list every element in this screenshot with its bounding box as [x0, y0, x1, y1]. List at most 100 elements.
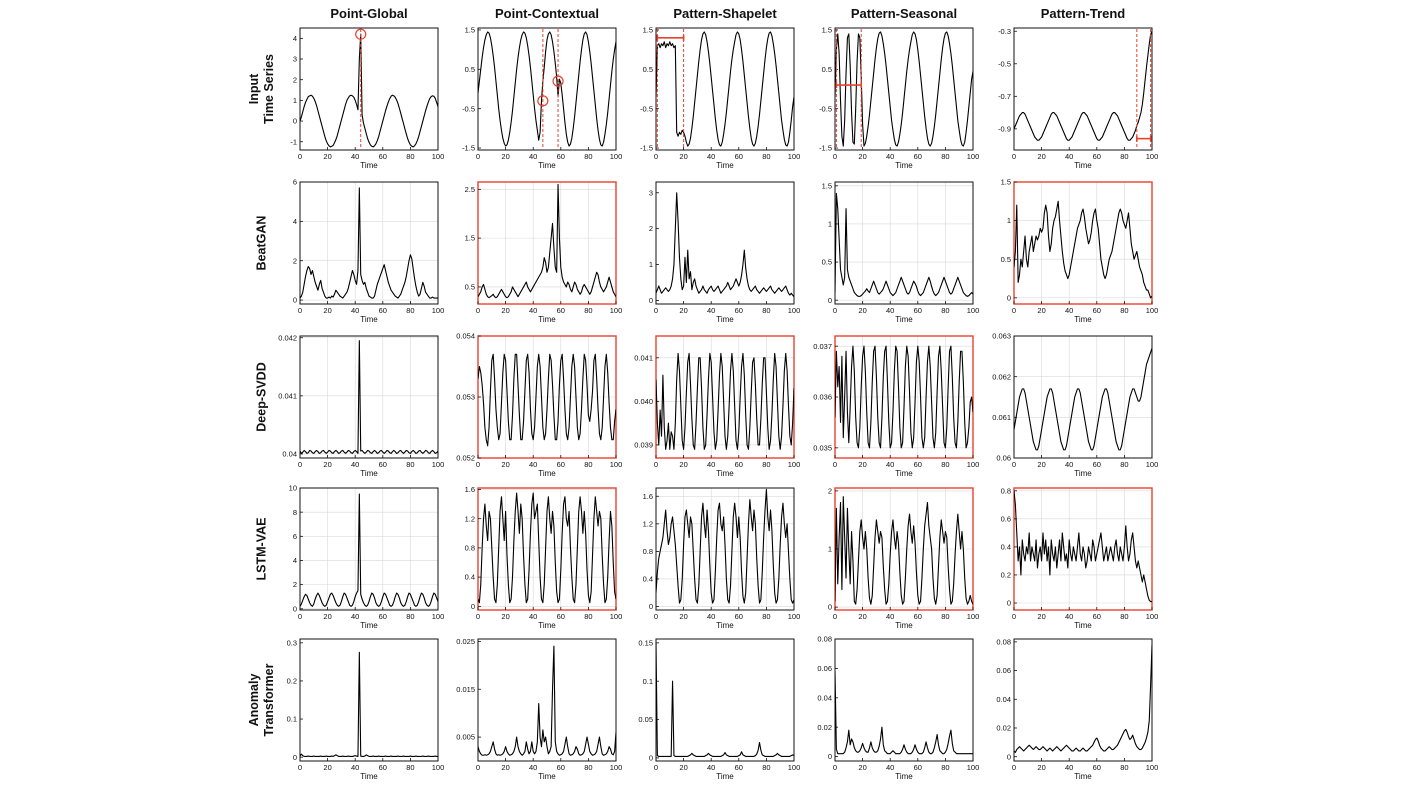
y-tick-label: 1.6	[465, 485, 475, 494]
y-tick-label: 0	[649, 296, 653, 305]
x-tick-label: 100	[432, 612, 445, 621]
x-tick-label: 40	[529, 152, 537, 161]
x-tick-label: 0	[1012, 763, 1016, 772]
y-tick-label: 6	[293, 532, 297, 541]
x-axis-label: Time	[360, 315, 378, 324]
y-tick-label: 0.063	[992, 332, 1011, 341]
x-tick-label: 60	[557, 306, 565, 315]
x-tick-label: 80	[1120, 152, 1128, 161]
y-tick-label: 0.037	[813, 342, 832, 351]
series-line	[478, 645, 616, 756]
x-tick-label: 20	[501, 763, 509, 772]
y-tick-label: 0	[293, 604, 297, 613]
chart-r2-c2: 0 20 40 60 80 100 0.039 0.040 0.041 Time	[634, 335, 801, 478]
x-tick-label: 20	[1037, 460, 1045, 469]
y-tick-label: 0.061	[992, 413, 1011, 422]
x-axis-label: Time	[1074, 161, 1092, 170]
x-tick-label: 80	[762, 763, 770, 772]
series-line	[1014, 31, 1152, 141]
x-tick-label: 100	[432, 152, 445, 161]
x-tick-label: 0	[654, 763, 658, 772]
y-tick-label: 0.1	[643, 677, 653, 686]
column-title-pattern-shapelet: Pattern-Shapelet	[673, 6, 777, 21]
x-tick-label: 40	[1065, 612, 1073, 621]
x-tick-label: 60	[1093, 460, 1101, 469]
series-line	[300, 493, 438, 607]
y-tick-label: 0	[828, 603, 832, 612]
y-tick-label: 4	[293, 34, 297, 43]
y-tick-label: 0.8	[1001, 486, 1011, 495]
x-tick-label: 80	[584, 460, 592, 469]
y-tick-label: 1.5	[822, 26, 832, 35]
x-tick-label: 100	[432, 460, 445, 469]
chart-r2-c1: 0 20 40 60 80 100 0.052 0.053 0.054 Time	[456, 332, 622, 478]
plot-frame	[299, 27, 439, 151]
x-tick-label: 40	[886, 612, 894, 621]
plot-frame	[477, 638, 617, 762]
y-tick-label: -0.5	[640, 104, 653, 113]
series-line	[835, 192, 973, 297]
chart-r4-c3: 0 20 40 60 80 100 0 0.02 0.04 0.06 0.08 Time	[817, 635, 979, 781]
x-tick-label: 80	[941, 152, 949, 161]
y-tick-label: 0.08	[817, 635, 832, 644]
y-tick-label: 1.6	[643, 492, 653, 501]
y-tick-label: 0.05	[638, 715, 653, 724]
x-tick-label: 20	[858, 612, 866, 621]
plot-frame	[1013, 335, 1153, 459]
y-tick-label: 0.06	[996, 666, 1011, 675]
plot-frame	[1013, 638, 1153, 762]
series-line	[300, 187, 438, 299]
x-tick-label: 20	[323, 763, 331, 772]
chart-r4-c4: 0 20 40 60 80 100 0 0.02 0.04 0.06 0.08 Time	[996, 637, 1158, 781]
x-tick-label: 100	[967, 460, 980, 469]
x-tick-label: 60	[735, 460, 743, 469]
x-axis-label: Time	[1074, 621, 1092, 630]
x-tick-label: 60	[1093, 152, 1101, 161]
x-tick-label: 60	[735, 763, 743, 772]
y-tick-label: 1	[828, 545, 832, 554]
chart-r4-c0: 0 20 40 60 80 100 0 0.1 0.2 0.3 Time	[287, 638, 445, 781]
x-tick-label: 0	[476, 763, 480, 772]
y-tick-label: 0.06	[996, 454, 1011, 463]
x-tick-label: 0	[298, 152, 302, 161]
x-tick-label: 60	[914, 460, 922, 469]
series-line	[656, 488, 794, 604]
y-tick-label: 1.5	[465, 26, 475, 35]
x-tick-label: 20	[501, 152, 509, 161]
x-tick-label: 100	[788, 460, 801, 469]
x-tick-label: 0	[1012, 152, 1016, 161]
x-tick-label: 100	[432, 306, 445, 315]
x-tick-label: 40	[707, 612, 715, 621]
x-tick-label: 20	[323, 306, 331, 315]
y-tick-label: 0.5	[1001, 255, 1011, 264]
y-tick-label: 0	[1007, 599, 1011, 608]
chart-r0-c4: 0 20 40 60 80 100 -0.9 -0.7 -0.5 -0.3 Time	[998, 27, 1158, 170]
y-tick-label: 0	[1007, 293, 1011, 302]
row-label-line: BeatGAN	[254, 216, 268, 271]
x-tick-label: 20	[858, 152, 866, 161]
x-tick-label: 40	[886, 152, 894, 161]
y-tick-label: 2	[293, 256, 297, 265]
x-tick-label: 0	[833, 306, 837, 315]
x-axis-label: Time	[538, 469, 556, 478]
x-axis-label: Time	[1074, 315, 1092, 324]
chart-r4-c1: 0 20 40 60 80 100 0.005 0.015 0.025 Time	[456, 637, 622, 781]
series-line	[1014, 490, 1152, 603]
highlight-frame	[1013, 181, 1153, 305]
plot-frame	[477, 27, 617, 151]
y-tick-label: 2	[293, 580, 297, 589]
row-label-1: BeatGAN	[254, 216, 268, 271]
x-tick-label: 80	[1120, 460, 1128, 469]
y-tick-label: 0.042	[278, 333, 297, 342]
x-tick-label: 100	[1146, 763, 1159, 772]
plot-frame	[1013, 27, 1153, 151]
x-axis-label: Time	[716, 621, 734, 630]
series-line	[656, 192, 794, 298]
y-tick-label: 0.4	[643, 575, 653, 584]
x-tick-label: 0	[654, 152, 658, 161]
x-axis-label: Time	[360, 469, 378, 478]
x-tick-label: 100	[1146, 460, 1159, 469]
x-tick-label: 100	[788, 763, 801, 772]
